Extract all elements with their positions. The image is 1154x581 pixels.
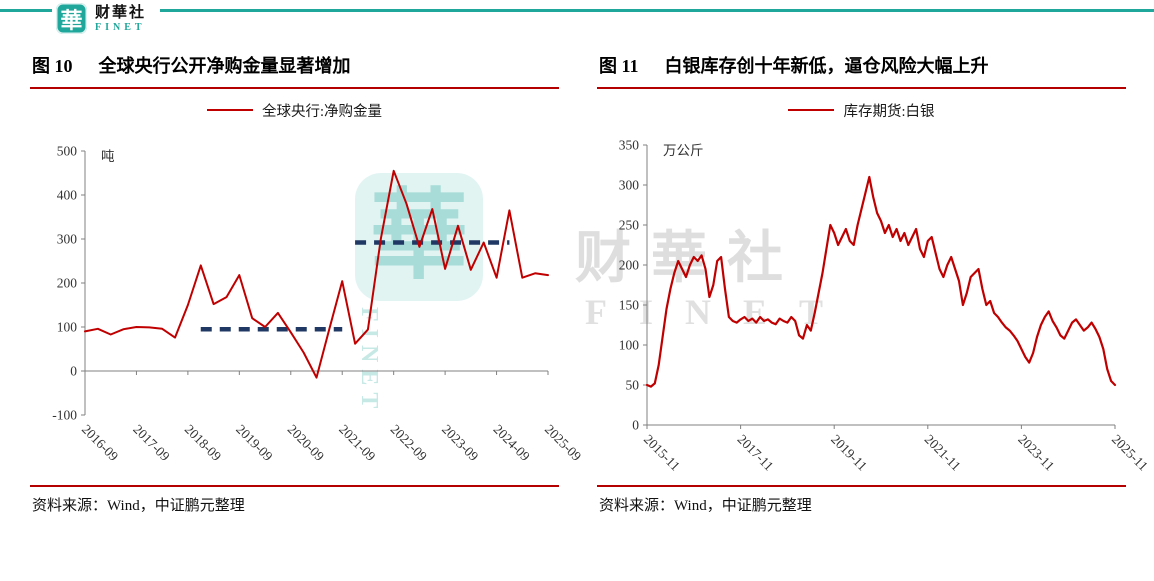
svg-text:2018-09: 2018-09 bbox=[182, 422, 225, 465]
svg-text:2020-09: 2020-09 bbox=[285, 422, 328, 465]
figure-11-title: 白银库存创十年新低，逼仓风险大幅上升 bbox=[664, 56, 989, 76]
svg-text:2023-11: 2023-11 bbox=[1015, 432, 1057, 474]
figure-11-panel: 图 11 白银库存创十年新低，逼仓风险大幅上升 库存期货:白银 财華社 FINE… bbox=[575, 50, 1151, 515]
figure-11-source-text: 资料来源：Wind，中证鹏元整理 bbox=[599, 497, 812, 514]
figure-10-legend: 全球央行:净购金量 bbox=[30, 100, 559, 120]
figure-11-source-divider bbox=[597, 485, 1126, 487]
figure-10-title: 全球央行公开净购金量显著增加 bbox=[98, 56, 351, 76]
legend-line-swatch bbox=[206, 108, 253, 112]
svg-text:2022-09: 2022-09 bbox=[388, 422, 431, 465]
figure-10-source-divider bbox=[30, 485, 559, 487]
figure-11-legend-label: 库存期货:白银 bbox=[843, 103, 935, 120]
svg-text:2025-11: 2025-11 bbox=[1109, 432, 1151, 474]
svg-text:2024-09: 2024-09 bbox=[490, 422, 533, 465]
figure-10-panel: 图 10 全球央行公开净购金量显著增加 全球央行:净购金量 華 FINET -1… bbox=[30, 50, 584, 515]
svg-text:2023-09: 2023-09 bbox=[439, 422, 482, 465]
svg-text:2017-11: 2017-11 bbox=[734, 432, 776, 474]
brand-name-en: FINET bbox=[95, 21, 146, 33]
svg-text:0: 0 bbox=[632, 418, 639, 433]
figure-10-number: 图 10 bbox=[32, 56, 73, 76]
finet-logo-icon: 華 bbox=[56, 3, 87, 34]
svg-text:50: 50 bbox=[626, 378, 640, 393]
svg-text:150: 150 bbox=[619, 298, 640, 313]
svg-text:250: 250 bbox=[619, 218, 640, 233]
finet-logo: 華 财華社 FINET bbox=[52, 3, 161, 36]
legend-line-swatch bbox=[788, 108, 835, 112]
svg-text:2025-09: 2025-09 bbox=[542, 422, 585, 465]
svg-text:300: 300 bbox=[57, 232, 78, 247]
svg-text:200: 200 bbox=[57, 276, 78, 291]
figure-11-number: 图 11 bbox=[599, 56, 639, 76]
charts-row: 图 10 全球央行公开净购金量显著增加 全球央行:净购金量 華 FINET -1… bbox=[30, 50, 1151, 515]
figure-11-title-row: 图 11 白银库存创十年新低，逼仓风险大幅上升 bbox=[597, 50, 1126, 78]
svg-text:100: 100 bbox=[619, 338, 640, 353]
logo-character: 華 bbox=[60, 7, 83, 33]
svg-text:500: 500 bbox=[57, 144, 78, 159]
central-bank-gold-purchases-chart: -100 0 100 200 300 400 500 2016-09 2017-09 2018-0… bbox=[52, 144, 584, 465]
figure-11-title-underline bbox=[597, 87, 1126, 89]
top-accent-line bbox=[0, 9, 1154, 12]
svg-text:2016-09: 2016-09 bbox=[79, 422, 122, 465]
figure-11-chart-area: 财華社 FINET 0 50 100 150 200 250 300 350 2015-11 20… bbox=[575, 125, 1151, 485]
svg-text:350: 350 bbox=[619, 138, 640, 153]
svg-text:2019-09: 2019-09 bbox=[233, 422, 276, 465]
figure-10-chart-area: 華 FINET -100 0 100 200 300 400 500 2016-09 2017-… bbox=[30, 125, 584, 485]
svg-text:200: 200 bbox=[619, 258, 640, 273]
svg-text:2015-11: 2015-11 bbox=[641, 432, 683, 474]
svg-text:400: 400 bbox=[57, 188, 78, 203]
svg-text:0: 0 bbox=[70, 364, 77, 379]
svg-text:300: 300 bbox=[619, 178, 640, 193]
figure-10-title-underline bbox=[30, 87, 559, 89]
svg-text:2021-11: 2021-11 bbox=[922, 432, 964, 474]
svg-text:2017-09: 2017-09 bbox=[130, 422, 173, 465]
svg-text:2021-09: 2021-09 bbox=[336, 422, 379, 465]
brand-name-cn: 财華社 bbox=[95, 5, 147, 21]
svg-text:吨: 吨 bbox=[101, 149, 115, 164]
svg-text:100: 100 bbox=[57, 320, 78, 335]
svg-text:万公斤: 万公斤 bbox=[663, 143, 704, 158]
brand-text: 财華社 FINET bbox=[95, 3, 146, 34]
figure-10-title-row: 图 10 全球央行公开净购金量显著增加 bbox=[30, 50, 559, 78]
figure-11-legend: 库存期货:白银 bbox=[597, 100, 1126, 120]
figure-10-legend-label: 全球央行:净购金量 bbox=[261, 103, 383, 120]
figure-10-source-text: 资料来源：Wind，中证鹏元整理 bbox=[32, 497, 245, 514]
silver-inventory-chart: 0 50 100 150 200 250 300 350 2015-11 2017-11 2019-… bbox=[619, 138, 1151, 474]
svg-text:-100: -100 bbox=[52, 408, 77, 423]
svg-text:2019-11: 2019-11 bbox=[828, 432, 870, 474]
